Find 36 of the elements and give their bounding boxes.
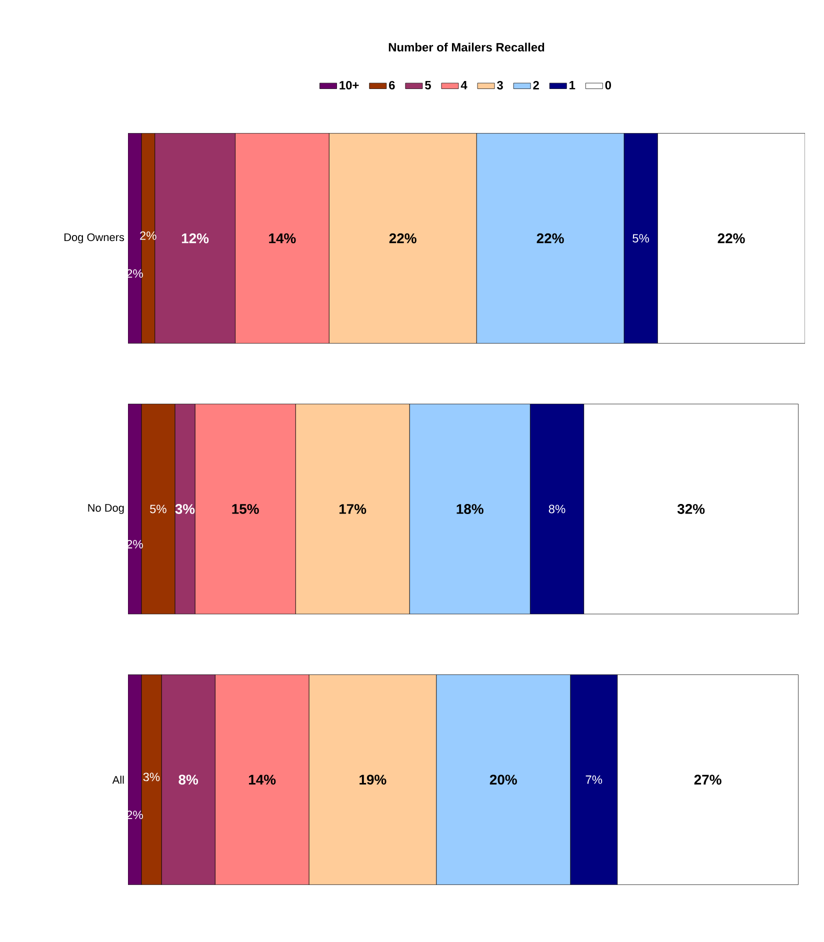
data-label: 17% bbox=[339, 504, 366, 514]
data-label: 14% bbox=[248, 774, 276, 785]
data-label: 19% bbox=[360, 774, 386, 785]
data-label: 22% bbox=[389, 233, 416, 244]
bar bbox=[128, 674, 142, 885]
chart-title: Number of Mailers Recalled bbox=[388, 42, 544, 52]
bar bbox=[128, 404, 142, 614]
legend-label: 0 bbox=[605, 80, 611, 90]
data-label: 8% bbox=[178, 774, 198, 785]
data-label: 5% bbox=[632, 234, 649, 243]
legend-label: 10+ bbox=[340, 80, 359, 90]
legend-label: 4 bbox=[460, 81, 468, 90]
data-label: 12% bbox=[182, 233, 209, 244]
data-label: 3% bbox=[175, 504, 195, 514]
legend-label: 2 bbox=[533, 80, 539, 90]
bar bbox=[128, 133, 142, 344]
data-label: 22% bbox=[718, 233, 745, 244]
data-label: 32% bbox=[677, 504, 705, 514]
y-tick-label: All bbox=[112, 776, 124, 784]
data-label: 3% bbox=[143, 772, 160, 782]
legend-label: 3 bbox=[497, 80, 503, 90]
data-label: 15% bbox=[232, 504, 259, 514]
data-label: 22% bbox=[536, 233, 564, 244]
data-label: 8% bbox=[548, 504, 566, 514]
data-label: 20% bbox=[490, 774, 517, 785]
data-label: 5% bbox=[150, 504, 166, 514]
data-label: 7% bbox=[586, 775, 602, 784]
data-label: 14% bbox=[269, 233, 296, 244]
y-tick-label: Dog Owners bbox=[64, 233, 124, 244]
legend-label: 5 bbox=[425, 81, 431, 90]
data-label: 18% bbox=[456, 504, 484, 514]
legend-label: 6 bbox=[389, 80, 395, 90]
legend-label: 1 bbox=[570, 81, 576, 90]
data-label: 2% bbox=[140, 231, 156, 240]
y-tick-label: No Dog bbox=[88, 504, 124, 514]
data-label: 27% bbox=[694, 774, 722, 785]
